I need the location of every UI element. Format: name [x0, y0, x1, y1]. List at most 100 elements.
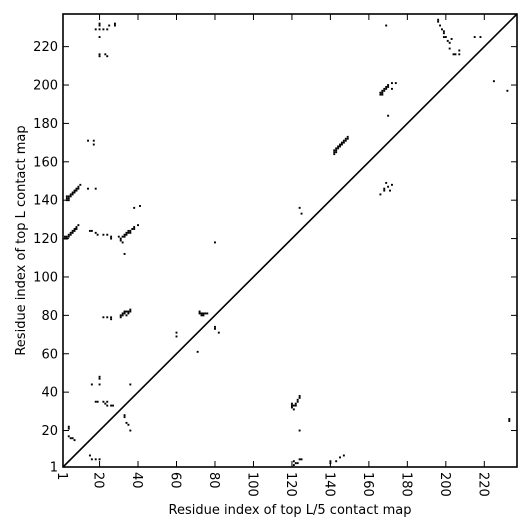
contact-point-upper — [65, 195, 68, 198]
contact-point-upper — [448, 41, 451, 44]
contact-point-upper — [387, 114, 390, 117]
contact-point-upper — [69, 193, 72, 196]
y-tick-label: 20 — [41, 424, 58, 439]
contact-point-upper — [79, 183, 82, 186]
contact-point-lower — [96, 400, 99, 403]
contact-point-upper — [98, 36, 101, 38]
contact-point-upper — [492, 80, 495, 83]
y-tick-label: 160 — [33, 155, 58, 170]
contact-point-upper — [214, 327, 216, 330]
contact-point-upper — [214, 325, 216, 328]
contact-point-upper — [387, 85, 390, 88]
y-tick-label: 120 — [33, 232, 58, 247]
contact-point-upper — [346, 135, 349, 138]
contact-point-upper — [127, 229, 130, 232]
contact-point-upper — [98, 28, 101, 31]
contact-point-upper — [217, 331, 220, 334]
contact-point-upper — [344, 137, 347, 140]
contact-points — [63, 18, 511, 467]
contact-point-lower — [294, 404, 297, 407]
contact-point-upper — [479, 36, 482, 38]
contact-point-upper — [75, 226, 78, 229]
contact-point-lower — [290, 406, 293, 409]
contact-point-upper — [448, 47, 451, 50]
contact-point-upper — [71, 229, 74, 232]
contact-point-upper — [106, 55, 109, 58]
contact-point-upper — [123, 233, 126, 236]
contact-point-lower — [298, 395, 301, 397]
contact-point-upper — [335, 151, 338, 154]
contact-point-upper — [439, 24, 442, 27]
contact-point-upper — [119, 237, 122, 240]
contact-point-upper — [342, 141, 345, 144]
contact-point-upper — [442, 32, 445, 35]
contact-point-lower — [102, 400, 105, 403]
contact-point-lower — [104, 402, 107, 405]
contact-point-upper — [123, 235, 126, 238]
contact-point-upper — [340, 141, 343, 144]
x-axis-label: Residue index of top L/5 contact map — [169, 503, 412, 518]
contact-point-lower — [339, 456, 341, 459]
contact-point-lower — [298, 396, 301, 399]
x-tick-label: 180 — [398, 472, 413, 497]
contact-point-lower — [94, 458, 97, 461]
contact-point-upper — [129, 308, 132, 311]
contact-point-upper — [337, 145, 340, 148]
contact-point-upper — [65, 197, 68, 200]
contact-point-upper — [102, 28, 105, 31]
contact-point-upper — [69, 231, 72, 234]
contact-point-lower — [292, 464, 295, 467]
contact-point-upper — [127, 310, 130, 313]
contact-point-upper — [381, 91, 384, 94]
contact-point-upper — [204, 312, 207, 315]
contact-point-upper — [73, 189, 76, 192]
contact-point-lower — [127, 423, 130, 426]
contact-point-lower — [106, 404, 109, 407]
contact-point-lower — [112, 404, 114, 407]
contact-point-lower — [383, 187, 386, 190]
contact-point-lower — [290, 404, 293, 407]
contact-point-upper — [94, 231, 97, 234]
contact-point-upper — [106, 233, 109, 236]
x-tick-label: 20 — [91, 472, 106, 489]
contact-point-lower — [342, 454, 345, 457]
x-tick-label: 120 — [283, 472, 298, 497]
contact-point-upper — [125, 310, 128, 313]
contact-point-upper — [92, 143, 95, 146]
contact-point-upper — [71, 191, 74, 194]
x-tick-label: 200 — [437, 472, 452, 497]
contact-point-lower — [106, 400, 109, 403]
contact-point-upper — [123, 312, 126, 315]
contact-point-upper — [202, 314, 205, 317]
contact-point-lower — [129, 429, 132, 432]
contact-point-lower — [123, 416, 126, 419]
contact-point-lower — [335, 460, 338, 463]
x-tick-label: 140 — [321, 472, 336, 497]
contact-point-upper — [383, 89, 386, 92]
contact-point-upper — [108, 24, 111, 27]
contact-point-lower — [296, 398, 299, 401]
contact-point-upper — [98, 24, 101, 27]
contact-point-lower — [69, 437, 72, 440]
contact-point-upper — [121, 235, 124, 238]
contact-point-lower — [123, 414, 126, 417]
contact-point-upper — [119, 316, 122, 319]
y-tick-label: 1 — [50, 461, 58, 476]
contact-point-upper — [92, 139, 95, 142]
contact-point-upper — [77, 185, 80, 188]
contact-point-upper — [71, 231, 74, 234]
contact-point-upper — [454, 53, 457, 56]
contact-point-upper — [87, 187, 89, 190]
contact-point-lower — [296, 400, 299, 403]
contact-point-upper — [121, 312, 124, 315]
contact-point-upper — [71, 193, 74, 196]
contact-point-upper — [77, 224, 80, 227]
contact-point-lower — [294, 462, 297, 465]
contact-point-upper — [75, 189, 78, 192]
contact-point-upper — [202, 312, 205, 315]
contact-point-upper — [383, 87, 386, 90]
x-tick-label: 160 — [360, 472, 375, 497]
contact-point-upper — [119, 239, 122, 242]
contact-point-lower — [508, 419, 511, 422]
contact-point-lower — [390, 183, 393, 186]
